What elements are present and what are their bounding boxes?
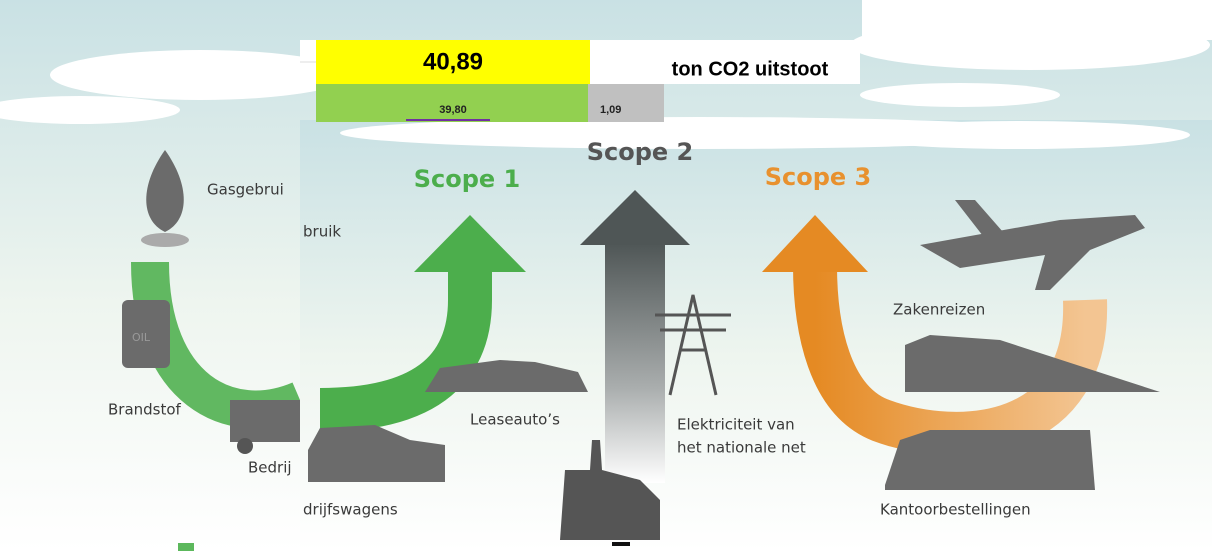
scope-title: Scope 2 (587, 138, 694, 166)
scope1-cell: 39,80 (439, 104, 467, 116)
label: Brandstof (108, 401, 182, 419)
label: drijfswagens (303, 501, 398, 519)
label: Leaseauto’s (470, 411, 560, 429)
label: Kantoorbestellingen (880, 501, 1031, 519)
scope-title: Scope 1 (414, 165, 521, 193)
label: Zakenreizen (893, 301, 985, 319)
label: Bedrij (248, 459, 292, 477)
label: Gasgebrui (207, 181, 284, 199)
unit-cell: ton CO2 uitstoot (672, 58, 829, 80)
van-icon (885, 430, 1095, 490)
svg-text:OIL: OIL (132, 331, 151, 344)
fragment (612, 542, 630, 546)
total-cell: 40,89 (423, 48, 483, 75)
scope-title: Scope 3 (765, 163, 872, 191)
fragment (178, 543, 194, 551)
label: bruik (303, 223, 341, 241)
other-cell: 1,09 (600, 104, 621, 116)
label: het nationale net (677, 439, 806, 457)
infographic: OIL Gasgebrui Brandstof Bedrij bruik Sco… (0, 0, 1212, 551)
scope2-arrow (605, 243, 665, 483)
label: Elektriciteit van (677, 416, 795, 434)
